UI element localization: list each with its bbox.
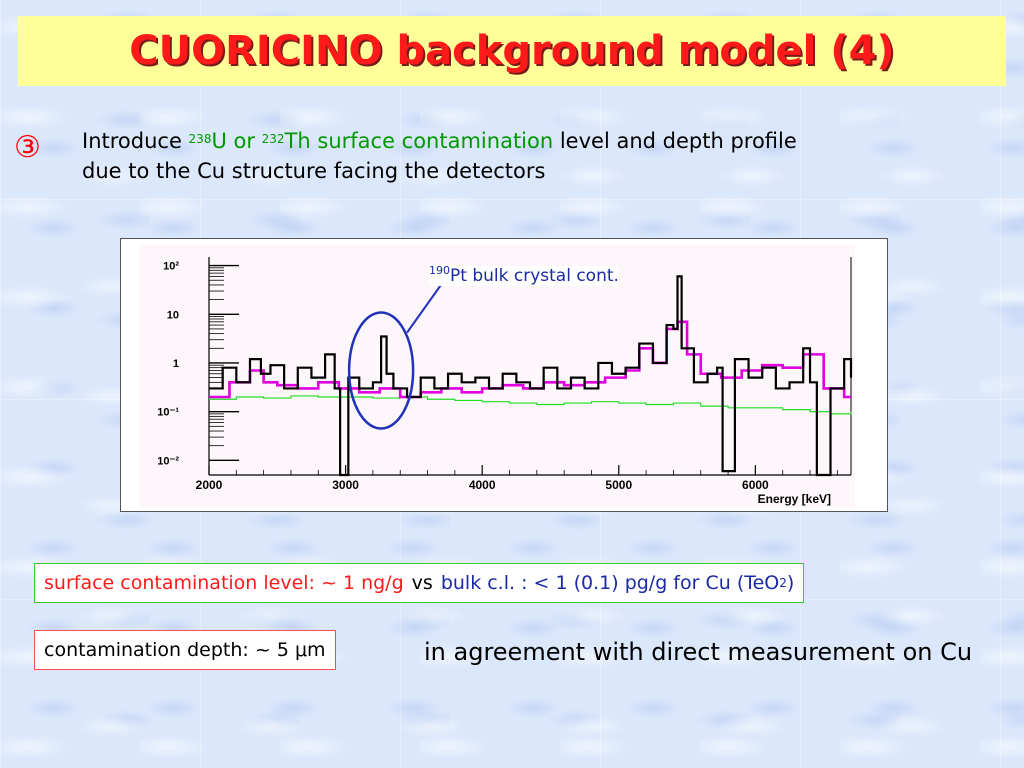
y-tick-label: 10⁻² <box>157 455 179 467</box>
u-symbol: U or <box>211 129 262 153</box>
x-tick-label: 2000 <box>196 478 223 492</box>
pt-annotation-text: Pt bulk crystal cont. <box>450 266 619 286</box>
agreement-text: in agreement with direct measurement on … <box>424 638 973 666</box>
intro-suffix: level and depth profile <box>553 129 797 153</box>
intro-line-2: due to the Cu structure facing the detec… <box>82 159 546 183</box>
pt-mass-number: 190 <box>429 264 450 277</box>
black-spectrum-line <box>209 275 853 477</box>
slide-title: CUORICINO background model (4) <box>129 28 895 74</box>
x-tick-label: 6000 <box>742 478 769 492</box>
title-banner: CUORICINO background model (4) <box>18 16 1006 86</box>
th-surface-contamination: Th surface contamination <box>284 129 554 153</box>
bulk-level-close: ) <box>786 572 795 594</box>
y-tick-label: 10⁻¹ <box>157 407 179 419</box>
pt-annotation: 190Pt bulk crystal cont. <box>429 264 619 286</box>
x-tick-label: 4000 <box>469 478 496 492</box>
x-tick-label: 3000 <box>332 478 359 492</box>
pt-peak-ellipse <box>347 311 415 430</box>
x-axis-label: Energy [keV] <box>758 492 831 506</box>
contamination-depth-box: contamination depth: ~ 5 μm <box>34 630 336 670</box>
surface-level-text: surface contamination level: ~ 1 ng/g <box>44 572 404 594</box>
magenta-spectrum-line <box>209 320 851 399</box>
green-spectrum-line <box>209 395 852 415</box>
bulk-level-text: bulk c.l. : < 1 (0.1) pg/g for Cu (TeO <box>440 572 780 594</box>
contamination-level-box: surface contamination level: ~ 1 ng/g vs… <box>34 563 805 603</box>
th-mass-number: 232 <box>261 132 285 146</box>
circled-three-bullet: ③ <box>14 130 41 165</box>
intro-prefix: Introduce <box>82 129 189 153</box>
y-tick-label: 1 <box>173 358 179 370</box>
spectrum-svg: 10⁻² 10⁻¹ 1 10 10² 2000 3000 4000 5000 6000Energy… <box>139 245 855 507</box>
u-mass-number: 238 <box>188 132 212 146</box>
y-tick-label: 10² <box>163 261 179 273</box>
intro-text: Introduce 238U or 232Th surface contamin… <box>82 126 942 186</box>
x-tick-label: 5000 <box>605 478 632 492</box>
y-tick-label: 10 <box>167 309 179 321</box>
teo2-subscript: 2 <box>779 576 787 590</box>
vs-text: vs <box>411 572 433 594</box>
depth-text: contamination depth: ~ 5 μm <box>44 639 326 661</box>
